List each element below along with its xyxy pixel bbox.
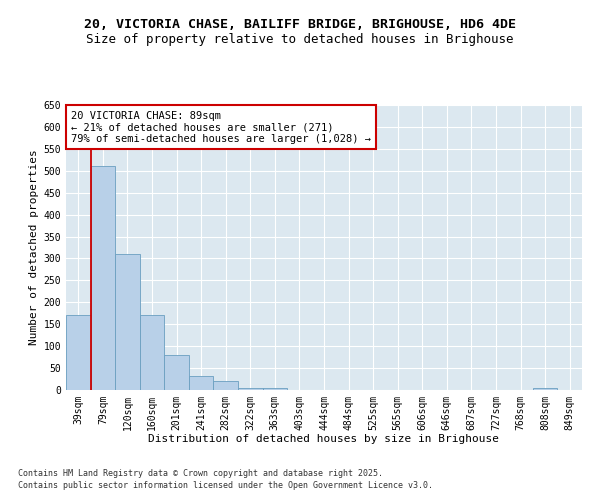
Bar	[164, 355, 189, 390]
Text: Contains public sector information licensed under the Open Government Licence v3: Contains public sector information licen…	[18, 481, 433, 490]
Bar	[214, 381, 238, 390]
Bar	[140, 314, 164, 390]
Text: 20, VICTORIA CHASE, BAILIFF BRIDGE, BRIGHOUSE, HD6 4DE: 20, VICTORIA CHASE, BAILIFF BRIDGE, BRIG…	[84, 18, 516, 30]
Bar	[91, 166, 115, 390]
Bar	[533, 388, 557, 390]
X-axis label: Distribution of detached houses by size in Brighouse: Distribution of detached houses by size …	[149, 434, 499, 444]
Text: Contains HM Land Registry data © Crown copyright and database right 2025.: Contains HM Land Registry data © Crown c…	[18, 468, 383, 477]
Bar	[263, 388, 287, 390]
Text: Size of property relative to detached houses in Brighouse: Size of property relative to detached ho…	[86, 32, 514, 46]
Bar	[66, 316, 91, 390]
Text: 20 VICTORIA CHASE: 89sqm
← 21% of detached houses are smaller (271)
79% of semi-: 20 VICTORIA CHASE: 89sqm ← 21% of detach…	[71, 110, 371, 144]
Y-axis label: Number of detached properties: Number of detached properties	[29, 150, 40, 346]
Bar	[189, 376, 214, 390]
Bar	[238, 388, 263, 390]
Bar	[115, 254, 140, 390]
